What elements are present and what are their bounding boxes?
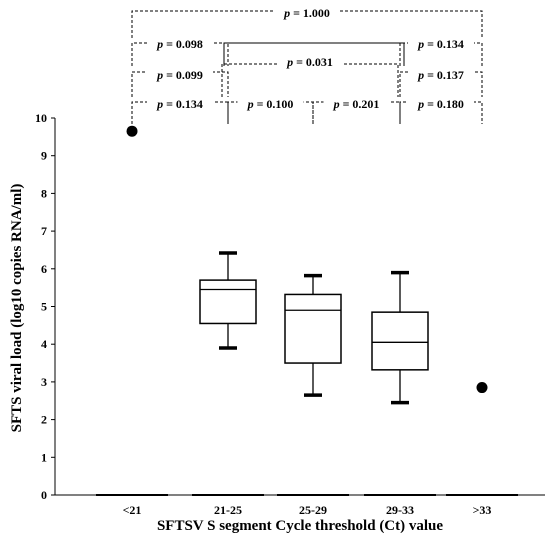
bracket-<21-21-25: p = 0.134 xyxy=(131,97,229,124)
y-tick-label: 9 xyxy=(41,149,47,163)
bracket-29-33->33: p = 0.137 xyxy=(399,68,483,97)
p-value-label: p = 0.098 xyxy=(156,37,203,51)
bracket-<21-21-25: p = 0.099 xyxy=(131,68,229,97)
box-series xyxy=(199,251,429,405)
x-tick-label: <21 xyxy=(123,503,142,517)
bracket-line xyxy=(223,42,405,66)
y-tick-label: 2 xyxy=(41,413,47,427)
x-tick-label: >33 xyxy=(473,503,492,517)
iqr-box xyxy=(199,279,257,325)
bracket-<21-21-25: p = 0.098 xyxy=(131,37,229,66)
p-value-label-bg xyxy=(147,37,213,51)
y-axis-label: SFTS viral load (log10 copies RNA/ml) xyxy=(9,184,25,433)
box-25-29 xyxy=(284,273,342,397)
iqr-box xyxy=(371,311,429,371)
y-tick-label: 4 xyxy=(41,337,47,351)
p-value-label: p = 0.100 xyxy=(247,97,294,111)
box-29-33 xyxy=(371,270,429,405)
bracket-21-25-25-29: p = 0.100 xyxy=(227,97,314,124)
p-value-label: p = 0.137 xyxy=(417,68,464,82)
bracket-25-29-29-33: p = 0.201 xyxy=(312,97,401,124)
p-value-label: p = 0.180 xyxy=(417,97,464,111)
y-tick-label: 1 xyxy=(41,450,47,464)
bracket-line xyxy=(399,42,483,66)
bracket-21-25-29-33 xyxy=(223,42,405,66)
x-axis-ticks: <21 21-25 25-29 29-33 >33 xyxy=(96,494,518,517)
p-value-label-bg xyxy=(277,55,343,69)
bracket-21-25-29-33: p = 0.031 xyxy=(221,55,399,97)
x-axis-label: SFTSV S segment Cycle threshold (Ct) val… xyxy=(157,518,443,534)
bracket-29-33->33: p = 0.180 xyxy=(399,97,483,124)
outlier-points xyxy=(126,125,488,394)
y-tick-label: 8 xyxy=(41,186,47,200)
y-tick-label: 3 xyxy=(41,375,47,389)
p-value-label-bg xyxy=(237,97,304,111)
p-value-label: p = 0.134 xyxy=(156,97,203,111)
p-value-label: p = 0.099 xyxy=(156,68,203,82)
y-tick-label: 0 xyxy=(41,488,47,502)
p-value-label: p = 0.201 xyxy=(333,97,380,111)
significance-brackets: p = 1.000 p = 0.098 p = 0.134 p = 0.099 p = … xyxy=(131,6,483,124)
p-value-label-bg xyxy=(408,68,474,82)
p-value-label-bg xyxy=(147,68,213,82)
box-21-25 xyxy=(199,251,257,350)
y-axis-ticks: 0 1 2 3 4 5 6 7 8 9 10 xyxy=(35,111,55,502)
bracket-<21->33: p = 1.000 xyxy=(131,6,483,38)
x-tick-label: 29-33 xyxy=(386,503,414,517)
y-tick-label: 5 xyxy=(41,300,47,314)
bracket-29-33->33: p = 0.134 xyxy=(399,37,483,66)
p-value-label-bg xyxy=(274,6,340,20)
p-value-label-bg xyxy=(323,97,390,111)
iqr-box xyxy=(284,293,342,364)
y-tick-label: 6 xyxy=(41,262,47,276)
p-value-label-bg xyxy=(408,97,474,111)
x-tick-label: 25-29 xyxy=(299,503,327,517)
p-value-label: p = 0.031 xyxy=(286,55,333,69)
y-tick-label: 7 xyxy=(41,224,47,238)
p-value-label-bg xyxy=(147,97,213,111)
p-value-label: p = 0.134 xyxy=(417,37,464,51)
data-point-<21 xyxy=(126,125,138,137)
x-tick-label: 21-25 xyxy=(214,503,242,517)
p-value-label: p = 1.000 xyxy=(283,6,330,20)
y-tick-label: 10 xyxy=(35,111,47,125)
data-point->33 xyxy=(476,382,488,394)
p-value-label-bg xyxy=(408,37,474,51)
